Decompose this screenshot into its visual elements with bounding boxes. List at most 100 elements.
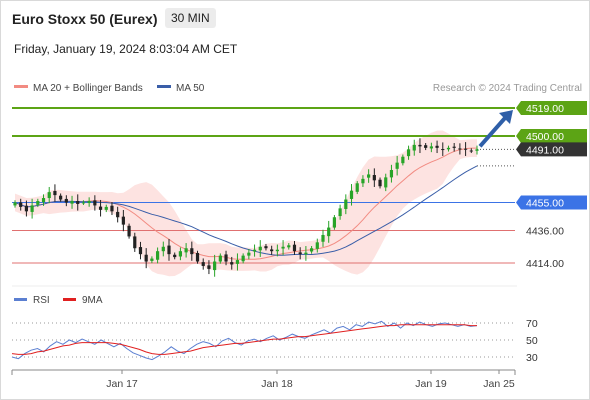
candle-body bbox=[230, 262, 234, 265]
rsi-legend: RSI 9MA bbox=[14, 295, 103, 306]
level-label-0: 4519.00 bbox=[526, 103, 564, 115]
credit-text: Research © 2024 Trading Central bbox=[433, 83, 582, 94]
candle-body bbox=[298, 252, 302, 255]
legend-swatch-0 bbox=[14, 85, 28, 88]
candle-body bbox=[24, 205, 29, 212]
candle-body bbox=[104, 206, 108, 210]
candle-body bbox=[292, 244, 297, 252]
candle-body bbox=[247, 252, 251, 256]
timeframe-badge[interactable]: 30 MIN bbox=[165, 8, 216, 28]
candle-body bbox=[150, 258, 154, 261]
x-tick-label: Jan 25 bbox=[483, 378, 515, 390]
candle-body bbox=[30, 205, 34, 212]
candle-body bbox=[463, 148, 468, 150]
level-label-4: 4436.00 bbox=[526, 226, 564, 238]
moving-averages bbox=[14, 147, 515, 260]
projection-head bbox=[499, 110, 513, 124]
bollinger-band bbox=[15, 130, 477, 277]
candle-body bbox=[429, 146, 433, 149]
x-tick-label: Jan 19 bbox=[415, 378, 447, 390]
candle-body bbox=[452, 146, 456, 148]
projection-shaft bbox=[478, 116, 507, 148]
candle-body bbox=[127, 225, 131, 237]
level-label-2: 4491.00 bbox=[526, 144, 564, 156]
level-label-3: 4455.00 bbox=[526, 197, 564, 209]
candle-body bbox=[418, 144, 422, 147]
candle-body bbox=[378, 179, 382, 187]
candle-body bbox=[475, 149, 479, 151]
candle-body bbox=[59, 195, 63, 200]
rsi-tick-2: 30 bbox=[526, 352, 538, 364]
candle-body bbox=[384, 177, 388, 188]
candle-body bbox=[344, 199, 348, 209]
candle-body bbox=[70, 201, 74, 204]
candle-body bbox=[201, 262, 205, 266]
level-label-bg-2 bbox=[516, 142, 587, 157]
candle-body bbox=[87, 201, 91, 204]
candle-body bbox=[110, 205, 114, 212]
candle-body bbox=[167, 245, 171, 255]
candle-body bbox=[309, 248, 314, 252]
x-tick-label: Jan 17 bbox=[106, 378, 138, 390]
candle-body bbox=[281, 246, 285, 249]
candle-body bbox=[446, 147, 451, 150]
candle-body bbox=[41, 198, 46, 203]
candle-body bbox=[424, 145, 428, 148]
candle-body bbox=[178, 251, 183, 257]
candle-body bbox=[207, 265, 211, 269]
candle-body bbox=[458, 148, 462, 150]
candle-body bbox=[81, 202, 86, 204]
candle-body bbox=[395, 162, 399, 169]
candle-body bbox=[435, 145, 439, 148]
candle-body bbox=[19, 202, 23, 207]
candle-body bbox=[133, 236, 137, 249]
candle-body bbox=[218, 255, 222, 262]
x-axis: Jan 17 Jan 18 Jan 19 Jan 25 bbox=[11, 369, 516, 390]
candle-body bbox=[93, 200, 97, 206]
candle-body bbox=[332, 217, 337, 228]
candle-body bbox=[53, 190, 57, 196]
candle-body bbox=[47, 192, 51, 199]
candle-body bbox=[98, 206, 103, 210]
level-label-bg-1 bbox=[516, 129, 587, 144]
projection-arrow bbox=[478, 110, 513, 148]
rsi-panel: 70 50 30 bbox=[11, 318, 538, 364]
candle-body bbox=[138, 247, 143, 255]
legend-swatch-1 bbox=[157, 85, 171, 88]
legend-label-1: MA 50 bbox=[176, 83, 205, 94]
candle-body bbox=[190, 248, 194, 255]
candle-body bbox=[287, 245, 291, 248]
candle-body bbox=[338, 208, 342, 217]
rsi-9ma-line bbox=[11, 324, 477, 355]
candle-body bbox=[406, 149, 411, 157]
candle-body bbox=[184, 248, 188, 253]
candle-body bbox=[116, 211, 120, 218]
x-tick-label: Jan 18 bbox=[261, 378, 293, 390]
ma20-line bbox=[14, 147, 477, 260]
chart-header: Euro Stoxx 50 (Eurex) 30 MIN bbox=[1, 1, 589, 37]
level-label-bg-3 bbox=[516, 195, 587, 210]
candle-body bbox=[355, 183, 359, 192]
rsi-legend-swatch-1 bbox=[63, 298, 76, 301]
candle-body bbox=[412, 144, 416, 151]
candle-body bbox=[258, 246, 262, 251]
candle-body bbox=[389, 170, 394, 178]
rsi-legend-swatch-0 bbox=[14, 298, 27, 301]
candle-body bbox=[264, 246, 268, 249]
ma50-line bbox=[14, 165, 478, 256]
candle-body bbox=[270, 249, 274, 252]
candle-body bbox=[361, 178, 365, 184]
candle-body bbox=[441, 149, 445, 151]
candle-body bbox=[36, 201, 40, 205]
candle-body bbox=[224, 254, 228, 262]
level-label-1: 4500.00 bbox=[526, 131, 564, 143]
candle-body bbox=[161, 246, 165, 252]
candle-body bbox=[401, 156, 405, 164]
candle-body bbox=[469, 150, 473, 152]
timestamp: Friday, January 19, 2024 8:03:04 AM CET bbox=[14, 42, 238, 56]
candle-body bbox=[213, 261, 217, 271]
rsi-legend-label-1: 9MA bbox=[82, 295, 103, 306]
